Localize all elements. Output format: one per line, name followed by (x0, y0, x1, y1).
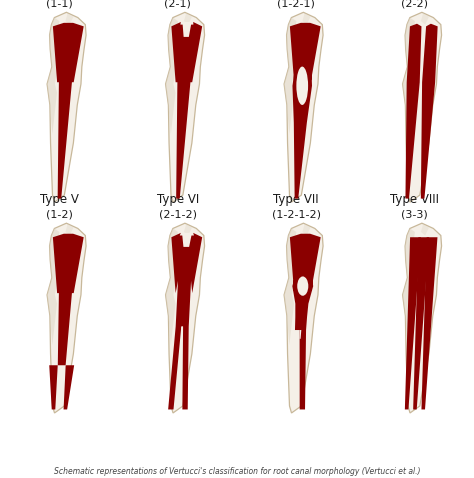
Polygon shape (53, 234, 84, 365)
Polygon shape (53, 23, 84, 198)
Polygon shape (165, 228, 178, 354)
Polygon shape (181, 326, 183, 339)
Polygon shape (302, 224, 310, 236)
Text: Type V: Type V (40, 193, 79, 206)
Polygon shape (47, 228, 59, 354)
Text: (2-2): (2-2) (401, 0, 428, 9)
Text: (1-2-1-2): (1-2-1-2) (272, 210, 321, 220)
Polygon shape (165, 12, 205, 202)
Text: Type VIII: Type VIII (390, 193, 439, 206)
Polygon shape (284, 223, 323, 413)
Polygon shape (402, 18, 415, 143)
Polygon shape (421, 237, 438, 410)
Polygon shape (165, 223, 205, 413)
Polygon shape (284, 228, 296, 354)
Polygon shape (402, 223, 442, 413)
Polygon shape (47, 12, 86, 202)
Polygon shape (300, 330, 301, 339)
Polygon shape (65, 224, 73, 236)
Polygon shape (402, 228, 415, 354)
Polygon shape (284, 18, 296, 143)
Ellipse shape (296, 66, 308, 105)
Text: Type VI: Type VI (156, 193, 199, 206)
Polygon shape (405, 24, 421, 198)
Polygon shape (182, 22, 191, 37)
Polygon shape (168, 233, 202, 410)
Polygon shape (64, 365, 74, 410)
Text: Type VII: Type VII (273, 193, 319, 206)
Text: (1-2-1): (1-2-1) (277, 0, 315, 9)
Polygon shape (421, 24, 438, 198)
Polygon shape (302, 13, 310, 24)
Polygon shape (405, 237, 421, 410)
Polygon shape (47, 223, 86, 413)
Text: (2-1): (2-1) (164, 0, 191, 9)
Polygon shape (65, 13, 73, 24)
Polygon shape (413, 237, 429, 410)
Ellipse shape (297, 276, 308, 296)
Polygon shape (184, 13, 192, 24)
Polygon shape (421, 224, 429, 236)
Polygon shape (47, 18, 59, 143)
Polygon shape (402, 12, 442, 202)
Polygon shape (49, 365, 58, 410)
Polygon shape (290, 23, 321, 198)
Polygon shape (184, 224, 192, 236)
Text: (2-1-2): (2-1-2) (159, 210, 197, 220)
Polygon shape (172, 22, 202, 198)
Text: (3-3): (3-3) (401, 210, 428, 220)
Text: (1-2): (1-2) (46, 210, 73, 220)
Polygon shape (165, 18, 178, 143)
Text: Schematic representations of Vertucci's classification for root canal morphology: Schematic representations of Vertucci's … (54, 467, 420, 476)
Polygon shape (284, 12, 323, 202)
Polygon shape (182, 233, 192, 247)
Polygon shape (421, 13, 429, 24)
Polygon shape (290, 234, 321, 410)
Text: (1-1): (1-1) (46, 0, 73, 9)
